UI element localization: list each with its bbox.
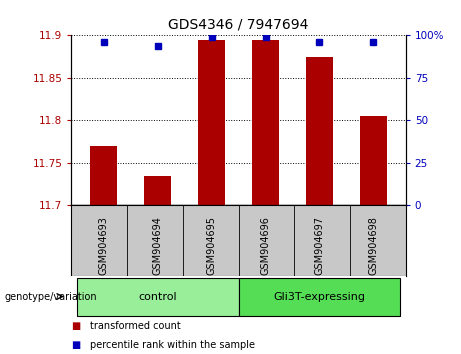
Text: GSM904696: GSM904696 xyxy=(260,216,271,275)
Text: ■: ■ xyxy=(71,321,81,331)
Text: transformed count: transformed count xyxy=(90,321,181,331)
Text: GSM904697: GSM904697 xyxy=(314,216,325,275)
Bar xyxy=(252,40,279,205)
Bar xyxy=(306,57,333,205)
Text: genotype/variation: genotype/variation xyxy=(5,291,97,302)
Text: GSM904698: GSM904698 xyxy=(368,216,378,275)
Text: control: control xyxy=(138,291,177,302)
Bar xyxy=(90,146,117,205)
Text: percentile rank within the sample: percentile rank within the sample xyxy=(90,340,255,350)
Text: GSM904695: GSM904695 xyxy=(207,216,217,275)
Bar xyxy=(77,278,239,316)
Title: GDS4346 / 7947694: GDS4346 / 7947694 xyxy=(168,17,309,32)
Text: GSM904693: GSM904693 xyxy=(99,216,109,275)
Text: ■: ■ xyxy=(71,340,81,350)
Text: Gli3T-expressing: Gli3T-expressing xyxy=(273,291,366,302)
Bar xyxy=(198,40,225,205)
Bar xyxy=(144,176,171,205)
Bar xyxy=(360,116,387,205)
Bar xyxy=(239,278,400,316)
Text: GSM904694: GSM904694 xyxy=(153,216,163,275)
